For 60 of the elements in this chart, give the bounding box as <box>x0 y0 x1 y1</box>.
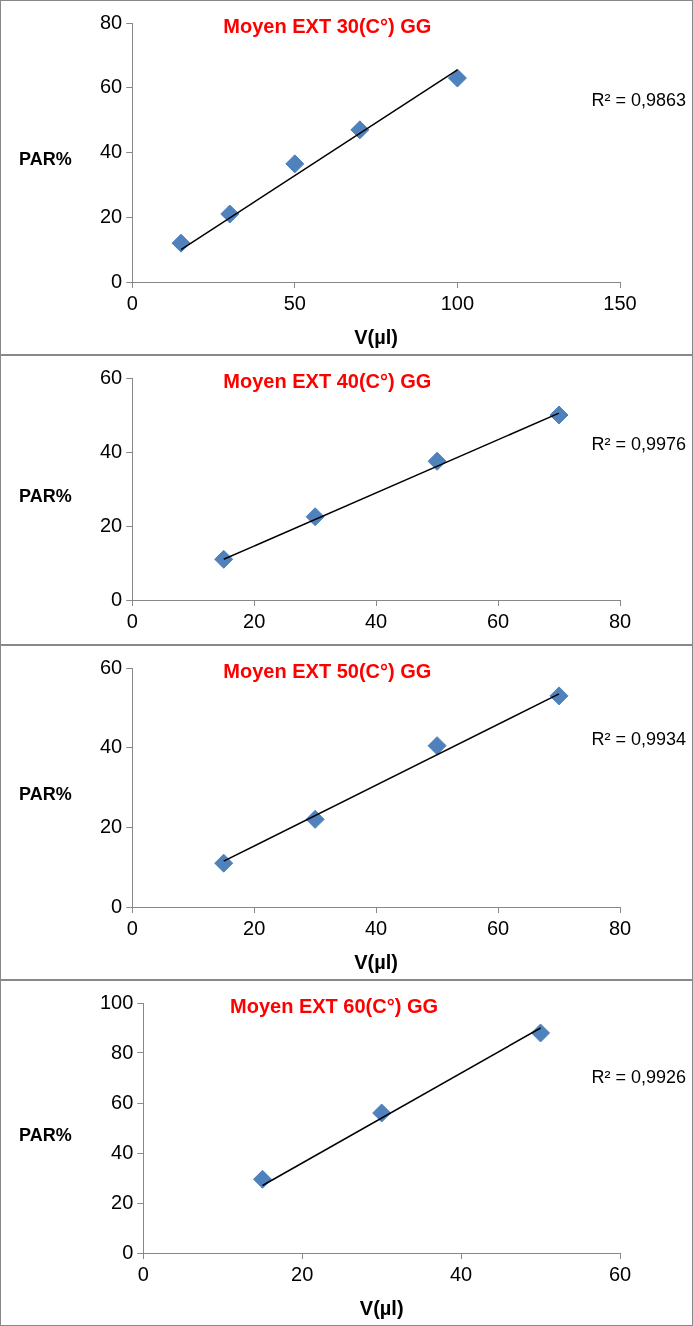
point <box>427 451 447 471</box>
point <box>549 686 569 706</box>
y-tick-label: 0 <box>111 269 123 292</box>
y-axis-title: PAR% <box>19 1124 72 1145</box>
x-axis-title: V(µl) <box>354 325 398 348</box>
x-tick-label: 60 <box>608 1262 632 1285</box>
x-axis-title: V(µl) <box>354 950 398 973</box>
chart-title: Moyen EXT 40(C°) GG <box>223 369 432 392</box>
point <box>214 853 234 873</box>
y-tick-label: 40 <box>100 735 123 758</box>
annotation: R² = 0,9934 <box>591 728 686 749</box>
x-tick-label: 40 <box>450 1262 473 1285</box>
y-axis-title: PAR% <box>19 485 72 506</box>
y-tick-label: 0 <box>111 894 123 917</box>
x-tick-label: 40 <box>365 916 388 939</box>
x-tick-label: 100 <box>440 291 475 314</box>
x-axis-title: V(µl) <box>359 1296 404 1319</box>
point <box>253 1169 273 1189</box>
point <box>549 405 569 425</box>
x-tick-label: 40 <box>365 609 388 632</box>
x-tick-label: 60 <box>486 609 510 632</box>
y-tick-label: 60 <box>111 1090 134 1113</box>
x-tick-label: 150 <box>603 291 637 314</box>
y-axis-title: PAR% <box>19 149 72 170</box>
x-tick-label: 80 <box>608 916 632 939</box>
point <box>214 549 234 569</box>
point <box>171 233 191 253</box>
y-tick-label: 60 <box>100 365 123 388</box>
point <box>531 1023 551 1043</box>
y-tick-label: 40 <box>100 140 123 163</box>
x-tick-label: 20 <box>243 916 266 939</box>
y-tick-label: 20 <box>100 513 123 536</box>
point <box>427 736 447 756</box>
y-tick-label: 60 <box>100 655 123 678</box>
y-tick-label: 0 <box>111 587 123 610</box>
x-tick-label: 80 <box>608 609 632 632</box>
y-tick-label: 20 <box>111 1190 134 1213</box>
annotation: R² = 0,9976 <box>591 433 686 454</box>
chart-title: Moyen EXT 60(C°) GG <box>230 994 439 1017</box>
y-tick-label: 0 <box>122 1240 134 1263</box>
annotation: R² = 0,9926 <box>591 1066 686 1087</box>
y-tick-label: 40 <box>100 439 123 462</box>
point <box>447 68 467 88</box>
x-tick-label: 0 <box>137 1262 149 1285</box>
chart-title: Moyen EXT 30(C°) GG <box>223 14 432 37</box>
y-axis-title: PAR% <box>19 784 72 805</box>
y-tick-label: 40 <box>111 1140 134 1163</box>
y-tick-label: 20 <box>100 814 123 837</box>
y-tick-label: 20 <box>100 204 123 227</box>
y-tick-label: 80 <box>111 1040 134 1063</box>
chart-title: Moyen EXT 50(C°) GG <box>223 659 432 682</box>
y-tick-label: 100 <box>99 990 134 1013</box>
x-tick-label: 20 <box>291 1262 314 1285</box>
point <box>285 154 305 174</box>
x-tick-label: 60 <box>486 916 510 939</box>
y-tick-label: 80 <box>100 10 123 33</box>
annotation: R² = 0,9863 <box>591 89 686 110</box>
x-tick-label: 50 <box>283 291 306 314</box>
y-tick-label: 60 <box>100 75 123 98</box>
x-tick-label: 20 <box>243 609 266 632</box>
